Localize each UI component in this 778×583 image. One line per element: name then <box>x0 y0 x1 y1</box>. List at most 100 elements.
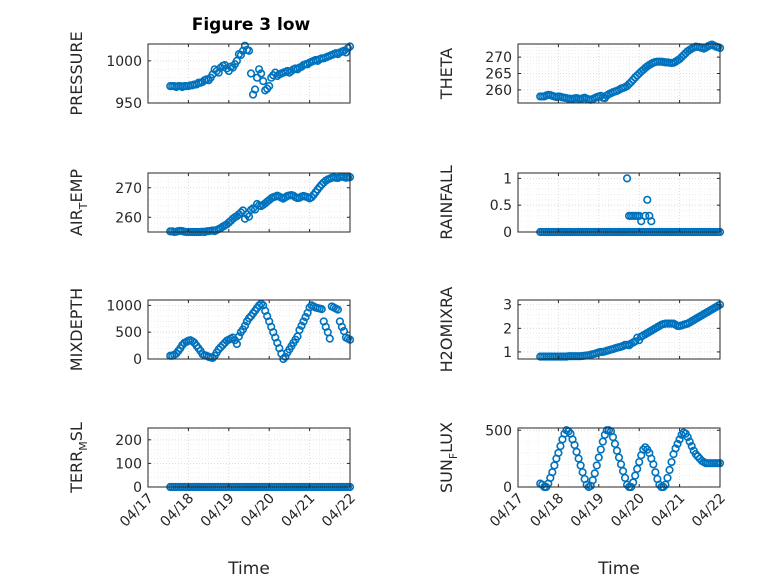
sun-flux-data-point <box>667 457 676 467</box>
sun-flux-data-point <box>691 450 700 459</box>
pressure-data-point <box>261 86 270 95</box>
pressure-data-point <box>246 69 256 78</box>
sun-flux-data-point <box>685 437 694 446</box>
rainfall-ytick-label: 0.5 <box>490 198 512 214</box>
sun-flux-ylabel: SUNFLUX <box>437 422 460 493</box>
mixdepth-data-point <box>214 345 223 354</box>
pressure-ytick-label: 950 <box>115 96 142 112</box>
pressure-data-point <box>236 50 246 60</box>
sun-flux-data-point <box>687 442 696 451</box>
mixdepth-data-point <box>244 314 254 323</box>
rainfall-plot-area <box>517 172 721 233</box>
h2omixra-axes-frame <box>517 299 721 360</box>
x-axis-label: Time <box>227 559 270 579</box>
xtick-label: 04/22 <box>689 491 729 531</box>
sun-flux-data-point <box>594 453 603 462</box>
subplot-air-temp: 260 270 AIRTEMP <box>67 169 355 237</box>
mixdepth-data-point <box>255 301 264 310</box>
sun-flux-data-point <box>582 480 591 489</box>
theta-ytick-label: 265 <box>485 67 512 83</box>
rainfall-ytick-label: 1 <box>503 171 512 187</box>
mixdepth-data-point <box>325 334 334 343</box>
sun-flux-data-point <box>592 461 601 470</box>
pressure-data-point <box>250 85 260 94</box>
mixdepth-data-point <box>317 305 326 314</box>
pressure-data-point <box>244 46 254 55</box>
pressure-ylabel: PRESSURE <box>67 31 86 115</box>
air-temp-data-point <box>240 214 250 223</box>
subplot-pressure: 950 1000 PRESSURE <box>67 31 355 116</box>
xtick-label: 04/18 <box>527 491 567 531</box>
pressure-axes-frame <box>147 43 351 104</box>
pressure-data-point <box>257 69 266 78</box>
mixdepth-ylabel: MIXDEPTH <box>67 288 86 371</box>
pressure-ytick-label: 1000 <box>106 54 142 70</box>
mixdepth-data-point <box>240 321 250 330</box>
mixdepth-data-point <box>337 322 347 331</box>
h2omixra-ytick-label: 2 <box>503 321 512 337</box>
sun-flux-data-point <box>693 452 702 461</box>
sun-flux-data-point <box>673 439 682 448</box>
mixdepth-data-point <box>301 313 310 322</box>
sun-flux-data-point <box>683 432 692 442</box>
mixdepth-data-point <box>218 340 227 350</box>
rainfall-data-point <box>622 174 632 183</box>
mixdepth-data-point <box>281 352 290 361</box>
air-temp-ytick-label: 270 <box>115 181 142 197</box>
air-temp-ylabel: AIRTEMP <box>67 169 90 236</box>
xtick-label: 04/22 <box>319 491 359 531</box>
theta-ytick-label: 260 <box>485 83 512 99</box>
h2omixra-ytick-label: 1 <box>503 345 512 361</box>
sun-flux-ytick-label: 500 <box>485 423 512 439</box>
sun-flux-data-point <box>596 445 605 454</box>
sun-flux-data-point <box>665 465 674 475</box>
mixdepth-ytick-label: 1000 <box>106 298 142 314</box>
terr-msl-plot-area <box>147 427 351 488</box>
pressure-data-point <box>343 44 353 53</box>
pressure-data-point <box>252 73 262 82</box>
sun-flux-data-point <box>590 469 599 478</box>
sun-flux-ytick-label: 0 <box>503 480 512 496</box>
sun-flux-data-point <box>600 430 609 439</box>
mixdepth-ytick-label: 500 <box>115 325 142 341</box>
terr-msl-ytick-label: 0 <box>133 480 142 496</box>
xtick-label: 04/17 <box>117 491 157 531</box>
xtick-label: 04/21 <box>649 491 689 531</box>
sun-flux-series <box>536 426 725 492</box>
rainfall-axes-frame <box>517 172 721 233</box>
pressure-data-point <box>259 76 268 86</box>
xtick-label: 04/17 <box>487 491 527 531</box>
xtick-label: 04/20 <box>608 491 648 531</box>
sun-flux-data-point <box>671 444 680 453</box>
subplot-h2omixra: 1 2 3 H2OMIXRA <box>437 287 725 373</box>
mixdepth-series <box>166 299 355 364</box>
rainfall-data-point <box>647 217 656 226</box>
mixdepth-axes-frame <box>147 299 351 360</box>
rainfall-ylabel: RAINFALL <box>437 165 456 240</box>
rainfall-data-point <box>641 211 650 221</box>
mixdepth-data-point <box>208 353 217 363</box>
mixdepth-data-point <box>333 305 342 314</box>
terr-msl-ytick-label: 200 <box>115 433 142 449</box>
terr-msl-axes-frame <box>147 427 351 488</box>
figure-title: Figure 3 low <box>192 15 311 35</box>
h2omixra-ytick-label: 3 <box>503 298 512 314</box>
subplot-rainfall: 0 0.5 1 RAINFALL <box>437 165 725 241</box>
theta-series <box>536 40 725 104</box>
theta-ylabel: THETA <box>437 48 456 100</box>
xtick-label: 04/19 <box>568 491 608 531</box>
mixdepth-ytick-label: 0 <box>133 352 142 368</box>
mixdepth-data-point <box>216 343 225 352</box>
mixdepth-data-point <box>232 339 241 349</box>
rainfall-data-point <box>643 195 652 204</box>
pressure-data-point <box>265 82 274 91</box>
xtick-label: 04/19 <box>198 491 238 531</box>
pressure-data-point <box>341 48 351 57</box>
terr-msl-ylabel: TERRMSL <box>67 422 90 494</box>
h2omixra-ylabel: H2OMIXRA <box>437 287 456 373</box>
xtick-label: 04/18 <box>157 491 197 531</box>
rainfall-ytick-label: 0 <box>503 225 512 241</box>
